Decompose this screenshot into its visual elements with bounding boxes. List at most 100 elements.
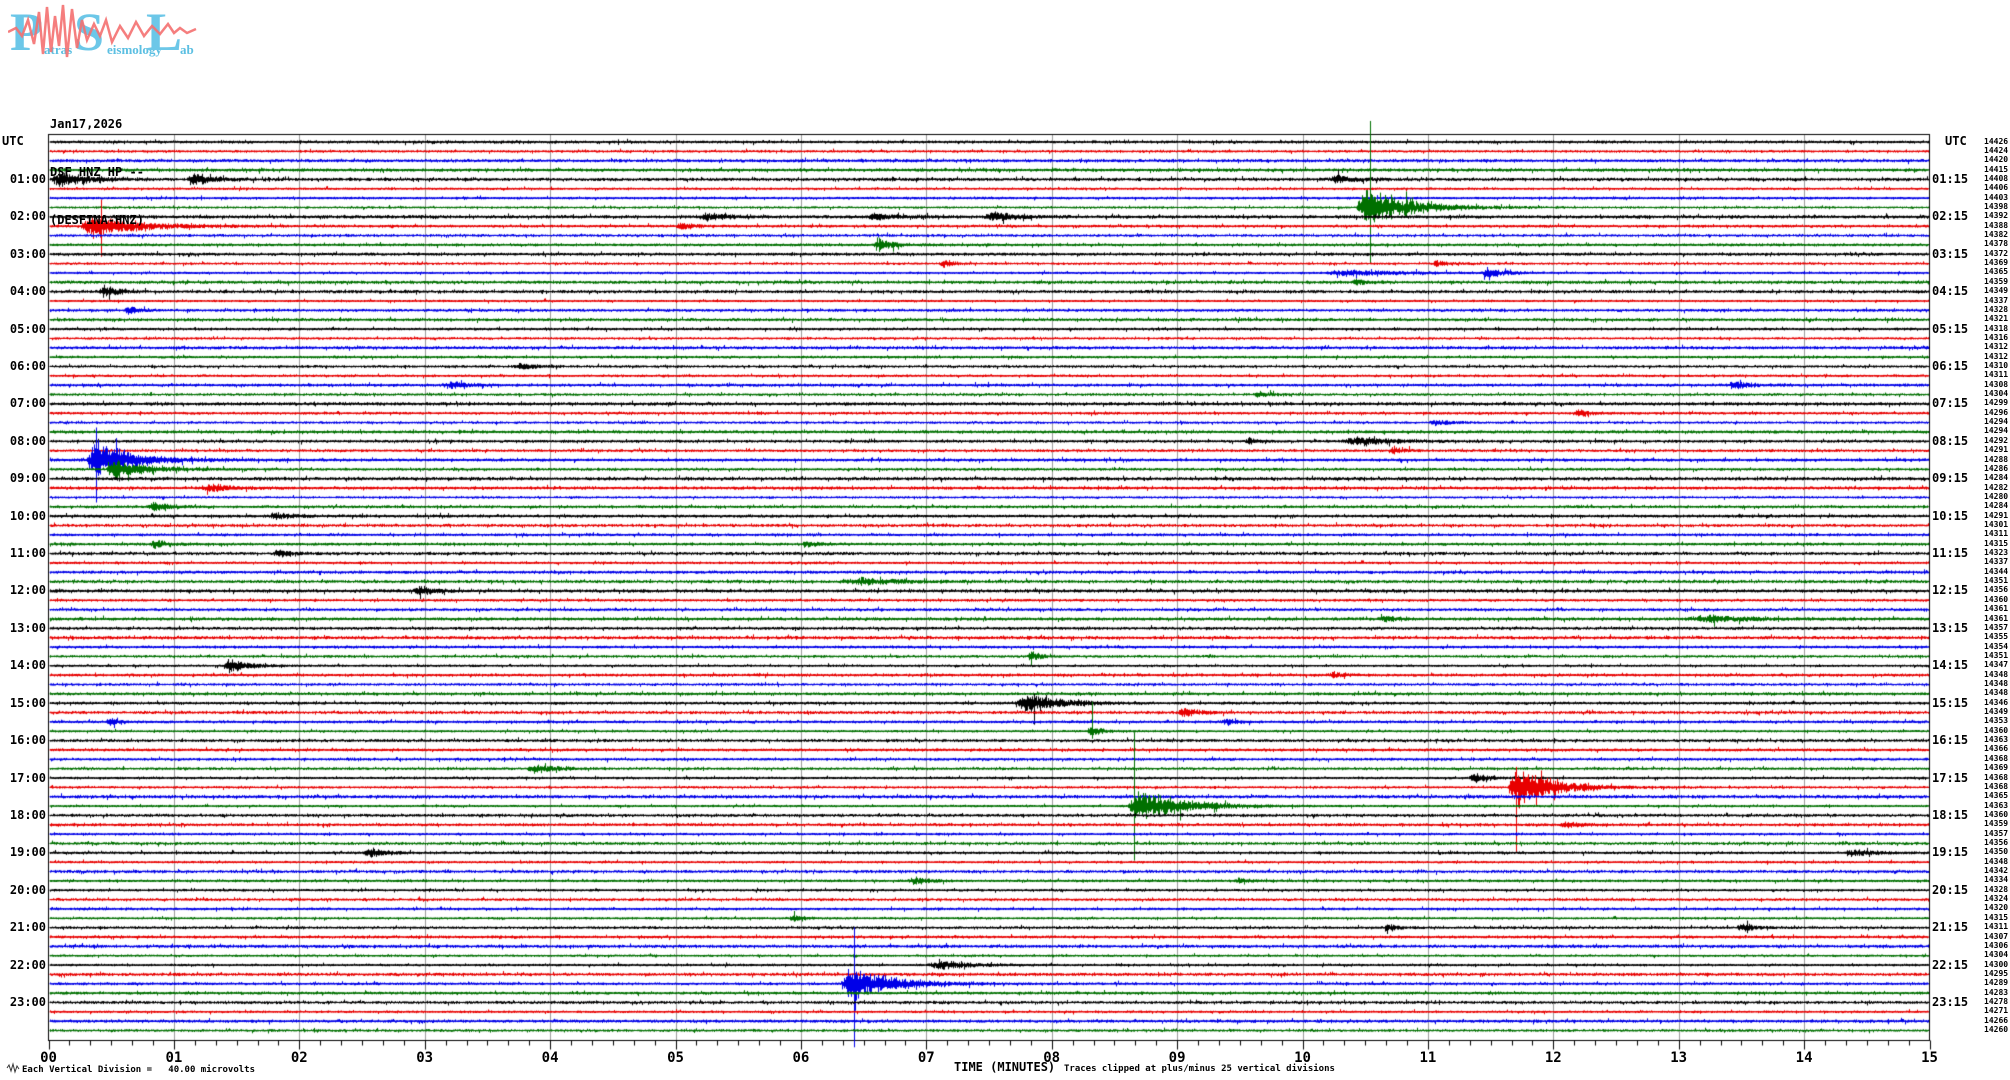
trace-value-label: 14355 <box>1984 632 2009 642</box>
trace-value-label: 14403 <box>1984 192 2009 202</box>
x-axis-tick-label: 06 <box>792 1050 810 1066</box>
x-axis-tick-label: 10 <box>1294 1050 1311 1066</box>
trace-value-label: 14316 <box>1984 332 2009 342</box>
right-time-label: 22:15 <box>1932 957 1969 972</box>
logo-letter-p: P <box>10 2 43 62</box>
left-time-label: 22:00 <box>9 957 46 972</box>
x-axis-tick-label: 04 <box>541 1050 559 1066</box>
right-time-label: 06:15 <box>1932 358 1969 373</box>
trace-value-label: 14353 <box>1984 716 2009 726</box>
trace-value-label: 14348 <box>1984 856 2009 866</box>
trace-value-label: 14260 <box>1984 1025 2009 1035</box>
trace-value-label: 14406 <box>1984 183 2009 193</box>
x-axis-title: TIME (MINUTES) <box>954 1060 1056 1074</box>
trace-value-label: 14363 <box>1984 800 2009 810</box>
left-time-label: 21:00 <box>9 920 46 935</box>
trace-value-label: 14308 <box>1984 379 2009 389</box>
right-time-label: 14:15 <box>1932 658 1969 673</box>
trace-value-label: 14310 <box>1984 360 2009 370</box>
right-time-label: 19:15 <box>1932 845 1969 860</box>
trace-value-label: 14315 <box>1984 538 2009 548</box>
x-axis-tick-label: 14 <box>1795 1050 1813 1066</box>
trace-value-label: 14398 <box>1984 201 2009 211</box>
trace-value-label: 14292 <box>1984 435 2009 445</box>
right-time-label: 23:15 <box>1932 994 1969 1009</box>
trace-value-label: 14324 <box>1984 894 2009 904</box>
trace-value-label: 14291 <box>1984 510 2009 520</box>
trace-value-label: 14283 <box>1984 987 2009 997</box>
trace-value-label: 14368 <box>1984 772 2009 782</box>
left-time-label: 09:00 <box>9 471 46 486</box>
left-time-label: 20:00 <box>9 882 46 897</box>
left-time-label: 11:00 <box>9 546 46 561</box>
trace-value-label: 14392 <box>1984 211 2009 221</box>
scale-note: Each Vertical Division = 40.00 microvolt… <box>22 1065 255 1075</box>
trace-value-label: 14311 <box>1984 529 2009 539</box>
psl-logo-icon: P atras S eismology L ab <box>7 2 197 62</box>
trace-value-label: 14311 <box>1984 370 2009 380</box>
trace-value-label: 14369 <box>1984 763 2009 773</box>
trace-value-label: 14351 <box>1984 576 2009 586</box>
trace-value-label: 14334 <box>1984 875 2009 885</box>
trace-value-label: 14363 <box>1984 735 2009 745</box>
left-time-label: 16:00 <box>9 733 46 748</box>
trace-value-label: 14286 <box>1984 463 2009 473</box>
psl-logo: P atras S eismology L ab <box>7 2 200 62</box>
trace-value-label: 14337 <box>1984 295 2009 305</box>
right-time-label: 11:15 <box>1932 546 1969 561</box>
header-date: Jan17,2026 <box>50 117 123 131</box>
trace-value-label: 14294 <box>1984 417 2009 427</box>
trace-value-label: 14337 <box>1984 557 2009 567</box>
left-time-label: 19:00 <box>9 845 46 860</box>
trace-value-label: 14278 <box>1984 996 2009 1006</box>
utc-label-left: UTC <box>2 134 24 148</box>
trace-value-label: 14349 <box>1984 707 2009 717</box>
trace-value-label: 14288 <box>1984 454 2009 464</box>
trace-value-label: 14360 <box>1984 809 2009 819</box>
trace-value-label: 14300 <box>1984 959 2009 969</box>
header-station-name: (DESFINA-HNZ) <box>50 213 144 227</box>
trace-value-label: 14282 <box>1984 482 2009 492</box>
trace-value-label: 14359 <box>1984 819 2009 829</box>
trace-value-label: 14304 <box>1984 389 2009 399</box>
trace-value-label: 14365 <box>1984 267 2009 277</box>
trace-value-label: 14350 <box>1984 847 2009 857</box>
trace-value-label: 14346 <box>1984 697 2009 707</box>
trace-value-label: 14347 <box>1984 660 2009 670</box>
trace-value-label: 14359 <box>1984 276 2009 286</box>
trace-value-label: 14420 <box>1984 155 2009 165</box>
left-time-label: 05:00 <box>9 321 46 336</box>
trace-value-label: 14348 <box>1984 688 2009 698</box>
trace-value-label: 14280 <box>1984 491 2009 501</box>
trace-value-label: 14318 <box>1984 323 2009 333</box>
trace-value-label: 14321 <box>1984 314 2009 324</box>
trace-value-label: 14301 <box>1984 519 2009 529</box>
right-time-label: 07:15 <box>1932 396 1969 411</box>
trace-value-label: 14294 <box>1984 426 2009 436</box>
trace-value-label: 14307 <box>1984 931 2009 941</box>
left-time-label: 13:00 <box>9 620 46 635</box>
left-time-label: 02:00 <box>9 209 46 224</box>
trace-value-label: 14312 <box>1984 351 2009 361</box>
trace-value-label: 14266 <box>1984 1015 2009 1025</box>
left-time-label: 03:00 <box>9 246 46 261</box>
left-time-label: 08:00 <box>9 433 46 448</box>
trace-value-label: 14284 <box>1984 473 2009 483</box>
trace-value-label: 14408 <box>1984 173 2009 183</box>
header-block: Jan17,2026 DSF HNZ HP -- (DESFINA-HNZ) <box>50 84 144 260</box>
clip-note: Traces clipped at plus/minus 25 vertical… <box>1064 1064 1335 1074</box>
trace-value-label: 14361 <box>1984 613 2009 623</box>
trace-value-label: 14382 <box>1984 230 2009 240</box>
x-axis-tick-label: 11 <box>1419 1050 1437 1066</box>
trace-value-label: 14368 <box>1984 753 2009 763</box>
trace-value-label: 14271 <box>1984 1006 2009 1016</box>
trace-value-label: 14378 <box>1984 239 2009 249</box>
right-time-label: 18:15 <box>1932 807 1969 822</box>
trace-value-label: 14354 <box>1984 641 2009 651</box>
trace-value-label: 14357 <box>1984 828 2009 838</box>
trace-value-label: 14342 <box>1984 866 2009 876</box>
logo-word-ab: ab <box>180 42 194 57</box>
trace-value-label: 14320 <box>1984 903 2009 913</box>
